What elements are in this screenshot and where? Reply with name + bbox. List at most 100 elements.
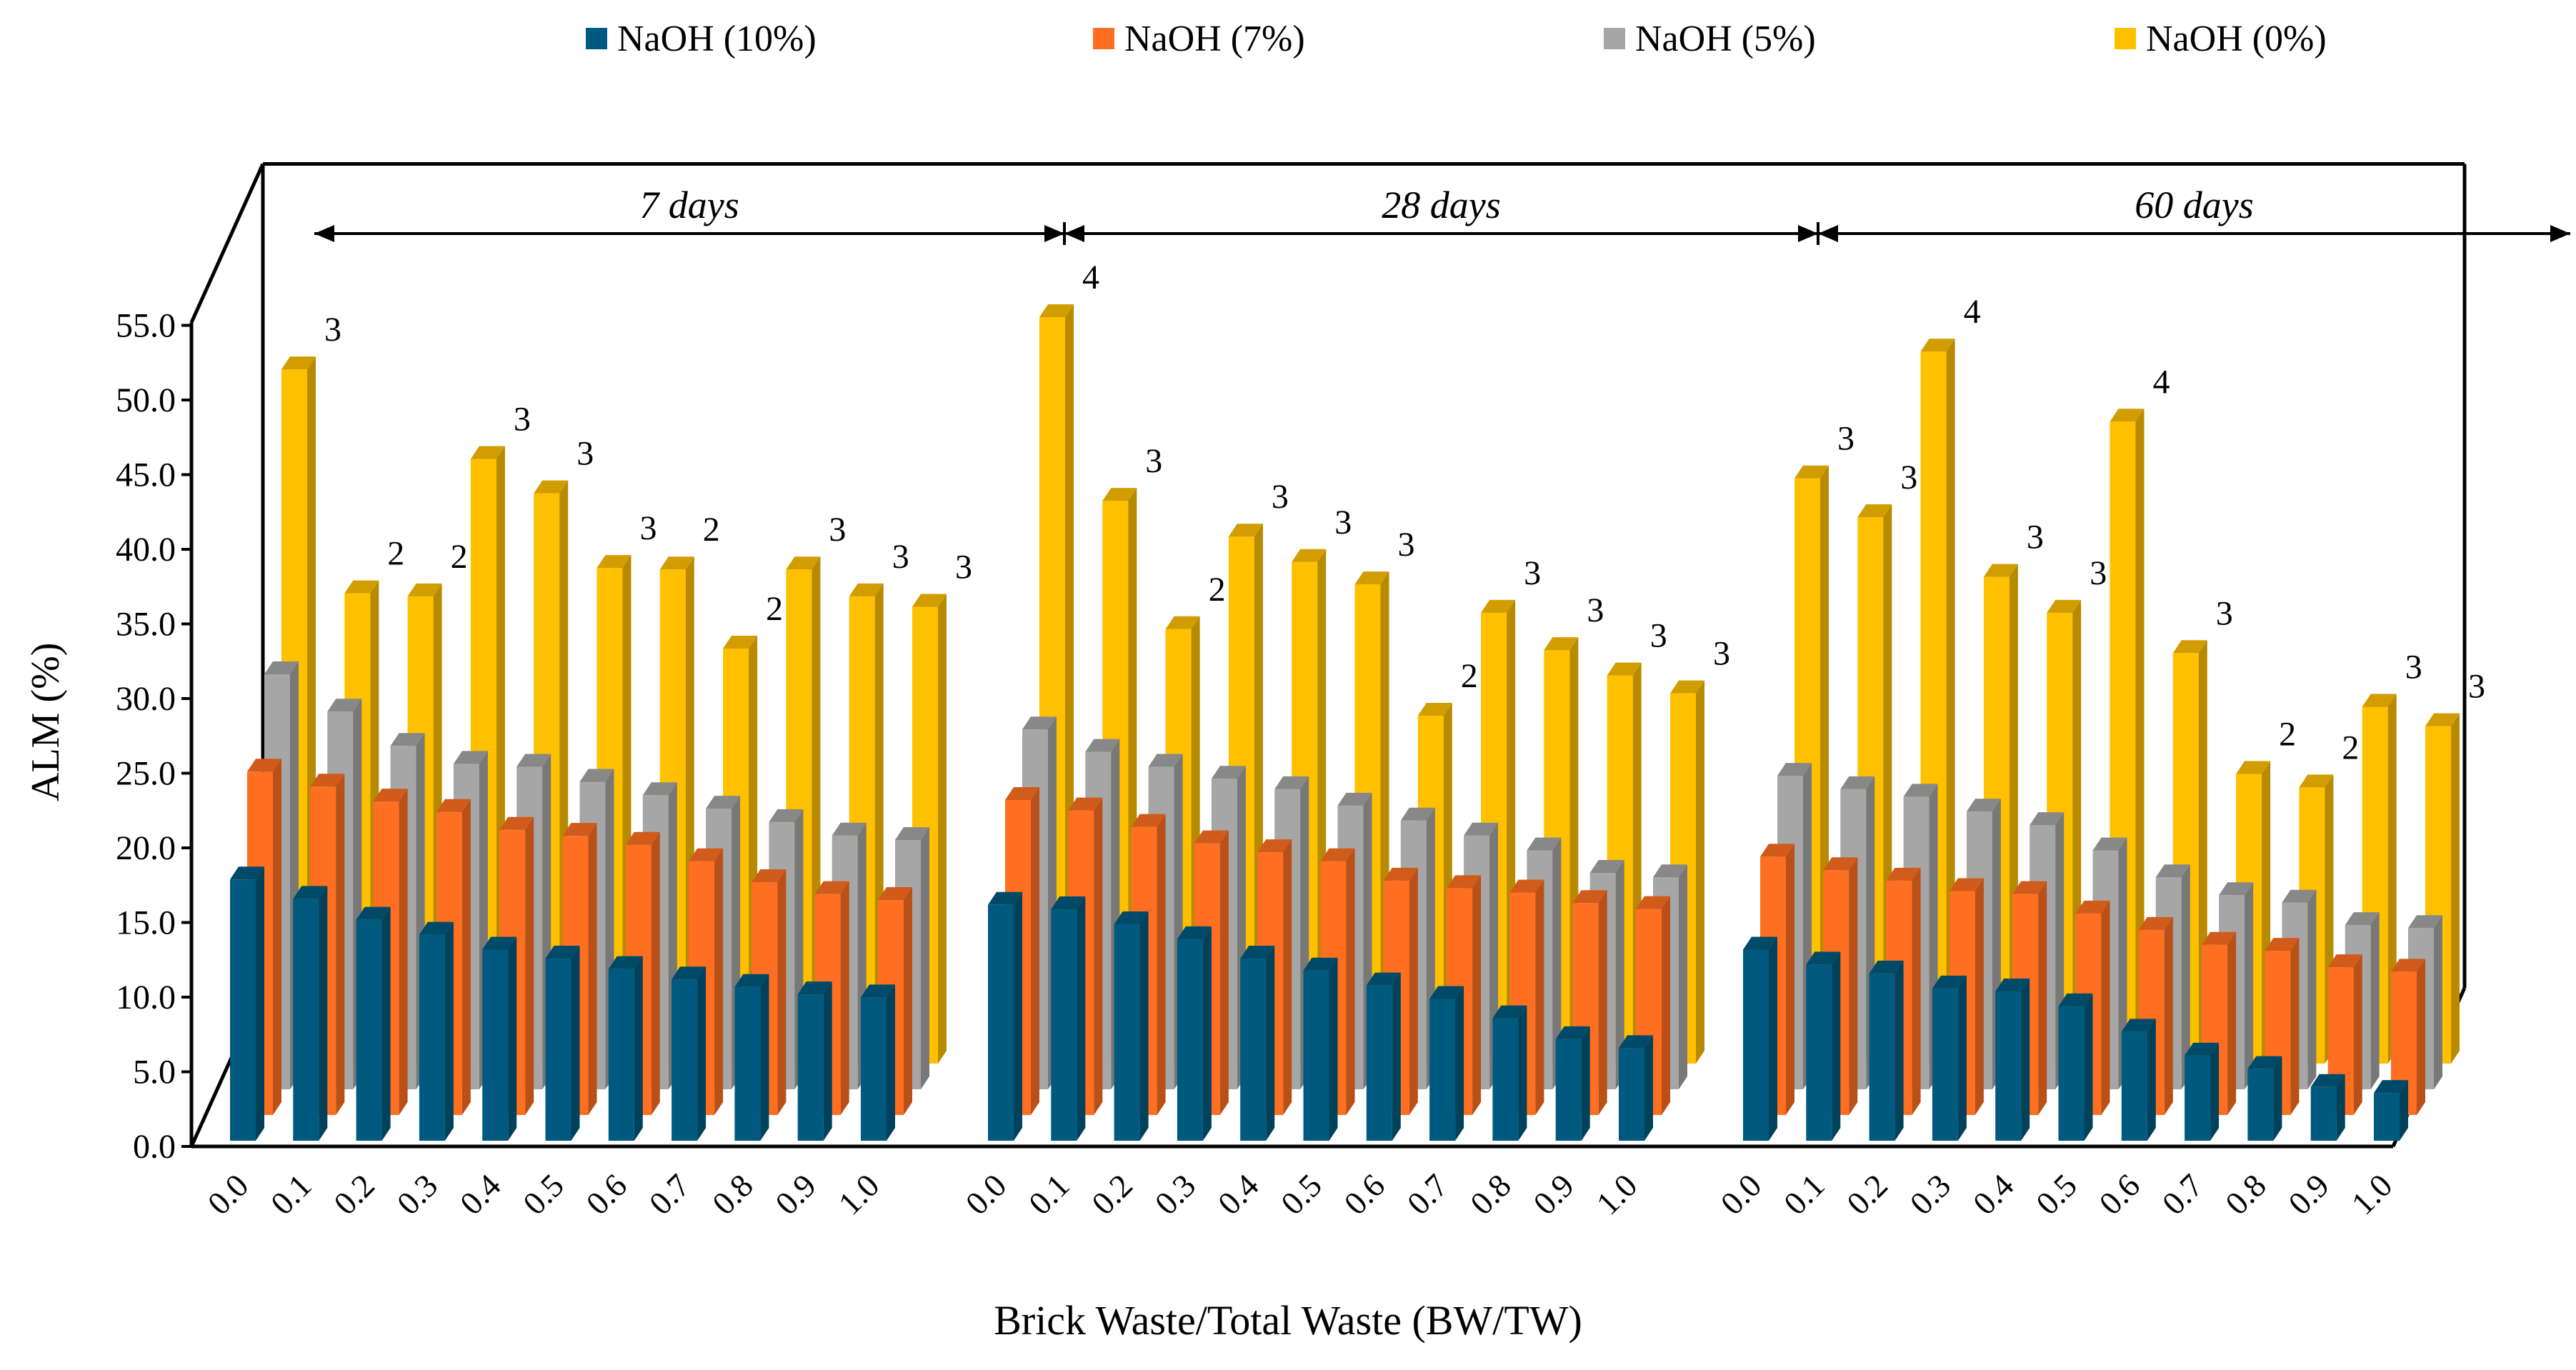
bar-top bbox=[2345, 912, 2380, 926]
bar-top bbox=[723, 635, 758, 649]
bar-top bbox=[1194, 830, 1229, 844]
bar-side bbox=[2118, 837, 2127, 1089]
bar-data-label: 3 bbox=[2090, 554, 2107, 592]
bar-top bbox=[1337, 792, 1372, 806]
bar-top bbox=[1400, 807, 1435, 821]
bar-top bbox=[1022, 716, 1057, 730]
bar-top bbox=[832, 822, 867, 836]
bar-top bbox=[786, 556, 821, 570]
bar-front bbox=[1932, 988, 1958, 1141]
bar-front bbox=[1429, 999, 1456, 1141]
bar-data-label: 3 bbox=[829, 511, 846, 549]
x-tick-label: 0.1 bbox=[264, 1167, 319, 1222]
bar-side bbox=[2417, 959, 2425, 1115]
bar-top bbox=[1148, 754, 1183, 767]
y-tick-label: 25.0 bbox=[116, 755, 176, 793]
y-tick-label: 10.0 bbox=[116, 979, 176, 1016]
bar-top bbox=[642, 782, 677, 796]
bar-side bbox=[1535, 879, 1544, 1115]
period-label: 28 days bbox=[1382, 184, 1500, 226]
bar-top bbox=[390, 733, 425, 746]
y-axis: 0.0 5.0 10.0 15.0 20.0 25.0 30.0 35.0 40.0 45.0 50… bbox=[116, 307, 191, 1166]
bar-side bbox=[1392, 972, 1401, 1141]
bar-top bbox=[293, 886, 328, 899]
bar-data-label: 2 bbox=[451, 538, 468, 576]
bar-side bbox=[1662, 896, 1670, 1115]
x-tick-label: 0.2 bbox=[1839, 1167, 1894, 1222]
bar-side bbox=[1946, 339, 1955, 1064]
bar-top bbox=[327, 699, 362, 712]
bar-top bbox=[769, 809, 804, 822]
bar-side bbox=[2038, 881, 2047, 1115]
x-tick-label: 0.0 bbox=[959, 1167, 1014, 1222]
bar-side bbox=[336, 774, 345, 1115]
bar-top bbox=[2265, 938, 2300, 951]
x-tick-label: 0.5 bbox=[1274, 1167, 1329, 1222]
x-tick-label: 1.0 bbox=[832, 1167, 887, 1222]
x-tick-label: 0.7 bbox=[2155, 1167, 2210, 1222]
bar-top bbox=[1464, 822, 1499, 836]
y-tick-label: 30.0 bbox=[116, 680, 176, 718]
bar-top bbox=[482, 936, 517, 950]
bar bbox=[545, 946, 580, 1141]
period-arrow-head-left bbox=[1818, 225, 1838, 242]
bar-side bbox=[461, 799, 471, 1115]
bar-top bbox=[562, 823, 597, 836]
bar-data-label: 3 bbox=[955, 548, 972, 586]
bar-top bbox=[1429, 986, 1464, 999]
bar-data-label: 4 bbox=[1964, 293, 1981, 331]
bar-side bbox=[921, 826, 929, 1089]
bar-side bbox=[2164, 916, 2173, 1115]
bar-side bbox=[1094, 797, 1103, 1115]
period-arrow-head-left bbox=[1064, 225, 1084, 242]
bar-top bbox=[988, 891, 1022, 905]
bar-side bbox=[1139, 911, 1149, 1141]
bar-side bbox=[1518, 1005, 1527, 1141]
bar-side bbox=[525, 816, 534, 1115]
bar-top bbox=[1823, 857, 1858, 871]
bar-top bbox=[407, 583, 442, 596]
bar-top bbox=[2092, 837, 2127, 851]
y-tick-label: 40.0 bbox=[116, 531, 176, 569]
x-tick-label: 0.1 bbox=[1777, 1167, 1832, 1222]
bar-top bbox=[1228, 524, 1263, 537]
bar-side bbox=[2307, 889, 2317, 1089]
bar-top bbox=[2185, 1042, 2220, 1056]
bar-top bbox=[895, 826, 929, 840]
bar-data-label: 3 bbox=[1524, 554, 1541, 592]
bar-top bbox=[2310, 1074, 2345, 1087]
bar-front bbox=[1555, 1039, 1582, 1141]
bar bbox=[293, 886, 328, 1141]
bar-top bbox=[1005, 787, 1039, 801]
bar-front bbox=[1366, 985, 1392, 1141]
bar-data-label: 2 bbox=[703, 511, 720, 549]
bar-side bbox=[1472, 875, 1482, 1115]
bar-side bbox=[1644, 1035, 1653, 1141]
bar-top bbox=[1509, 879, 1544, 893]
bar-top bbox=[1670, 680, 1704, 694]
bar-side bbox=[1894, 960, 1904, 1141]
bar-top bbox=[1857, 504, 1892, 518]
bar-top bbox=[545, 946, 580, 959]
bar-top bbox=[1257, 839, 1292, 853]
bar-data-label: 3 bbox=[1837, 420, 1854, 458]
bar-top bbox=[1653, 864, 1687, 878]
bar-side bbox=[2245, 882, 2254, 1089]
bar-side bbox=[1031, 787, 1039, 1115]
bar-data-label: 3 bbox=[324, 311, 341, 349]
bar-data-label: 3 bbox=[1145, 442, 1162, 480]
bar-top bbox=[2374, 1080, 2408, 1094]
bar-side bbox=[1598, 890, 1607, 1115]
bar-top bbox=[516, 754, 551, 767]
bar-front bbox=[419, 934, 445, 1141]
y-tick-label: 35.0 bbox=[116, 606, 176, 644]
bar bbox=[797, 981, 832, 1141]
bar-top bbox=[2391, 959, 2425, 972]
x-tick-label: 0.0 bbox=[201, 1167, 256, 1222]
bar-top bbox=[2425, 713, 2460, 726]
bar bbox=[1806, 951, 1841, 1141]
bar-top bbox=[1051, 896, 1086, 910]
bar-side bbox=[1957, 975, 1967, 1141]
y-tick-label: 55.0 bbox=[116, 307, 176, 345]
bar bbox=[230, 866, 264, 1141]
